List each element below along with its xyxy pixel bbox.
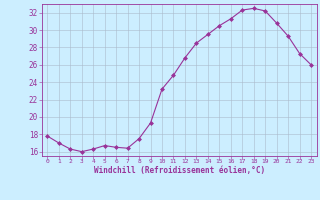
X-axis label: Windchill (Refroidissement éolien,°C): Windchill (Refroidissement éolien,°C)	[94, 166, 265, 175]
